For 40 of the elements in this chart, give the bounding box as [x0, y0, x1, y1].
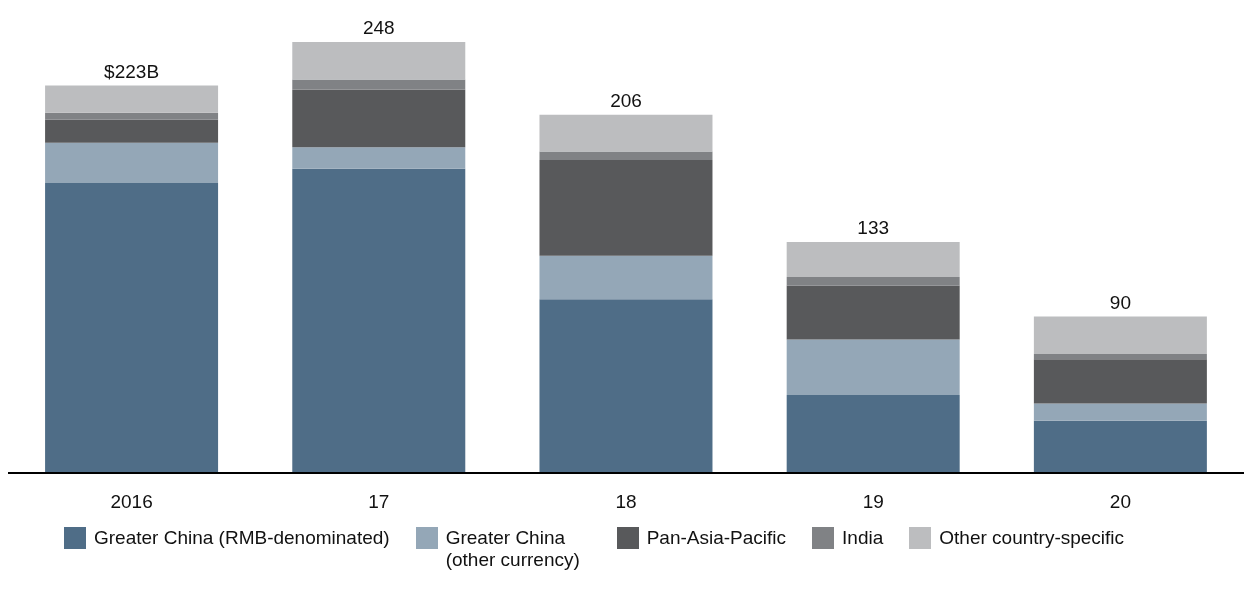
- bar: [786, 276, 960, 286]
- legend-label: India: [842, 527, 884, 549]
- bar: [539, 114, 713, 152]
- bar: [45, 142, 219, 183]
- annotation: 90: [1109, 291, 1131, 313]
- bar: [292, 42, 466, 80]
- legend-label: Greater China (other currency): [445, 527, 581, 571]
- annotation: 133: [857, 216, 890, 238]
- bar: [1033, 403, 1207, 421]
- bar: [539, 160, 713, 256]
- bar: [786, 285, 960, 340]
- legend-label: Other country-specific: [939, 527, 1125, 549]
- x-tick-label: 2016: [110, 491, 153, 513]
- bar: [45, 119, 219, 143]
- annotation: 206: [610, 89, 642, 111]
- annotation: $223B: [104, 60, 160, 82]
- bar: [786, 394, 960, 473]
- bar: [292, 147, 466, 169]
- bar: [786, 339, 960, 395]
- bar: [45, 182, 219, 473]
- bar: [786, 241, 960, 277]
- x-tick-label: 17: [368, 491, 390, 513]
- bar: [539, 151, 713, 161]
- annotation: 248: [362, 17, 395, 38]
- x-tick-label: 18: [615, 491, 637, 513]
- legend-label: Greater China (RMB-denominated): [94, 527, 390, 549]
- bar: [292, 168, 466, 473]
- bar: [45, 85, 219, 113]
- bar: [539, 255, 713, 300]
- x-tick-label: 20: [1109, 491, 1131, 513]
- bar: [539, 299, 713, 473]
- bar: [45, 112, 219, 120]
- x-tick-label: 19: [862, 491, 884, 513]
- bar: [1033, 420, 1207, 473]
- bar: [292, 79, 466, 90]
- legend-label: Pan-Asia-Pacific: [646, 527, 787, 549]
- bar: [1033, 359, 1207, 404]
- bar: [1033, 316, 1207, 355]
- bar: [292, 89, 466, 148]
- bar: [1033, 354, 1207, 360]
